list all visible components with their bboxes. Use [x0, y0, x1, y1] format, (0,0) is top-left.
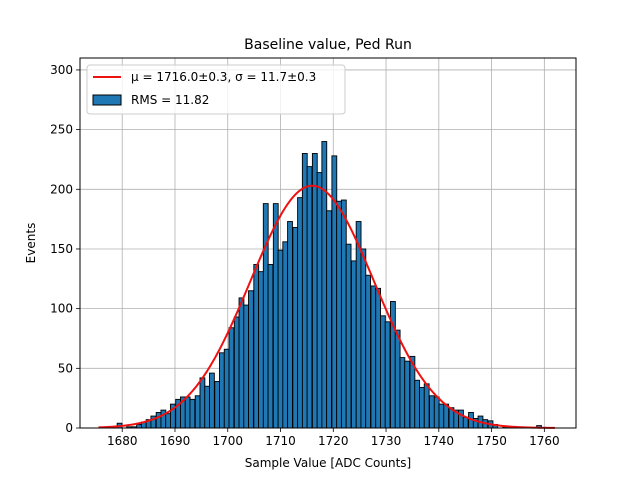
histogram-bar: [423, 383, 430, 429]
plot-frame: [79, 57, 577, 429]
histogram-bar: [375, 287, 382, 429]
histogram-bar: [233, 316, 240, 429]
histogram-bar: [345, 243, 352, 429]
histogram-bar: [360, 248, 367, 429]
x-tick-label: 1720: [318, 434, 349, 448]
histogram-bar: [292, 227, 299, 429]
histogram-bar: [194, 395, 201, 429]
histogram-bar: [394, 329, 401, 429]
y-tick-label: 0: [65, 421, 73, 435]
gaussian-fit-line: [98, 184, 555, 429]
histogram-bar: [399, 357, 406, 429]
histogram-bar: [462, 416, 469, 429]
histogram-bar: [189, 398, 196, 429]
legend-box: [86, 64, 346, 115]
y-axis-ticks: 0 50 100 150 200 250 300: [50, 63, 80, 435]
histogram-bar: [355, 221, 362, 429]
legend: μ = 1716.0±0.3, σ = 11.7±0.3 RMS = 11.82: [86, 64, 346, 115]
histogram-bar: [433, 396, 440, 429]
histogram-bar: [419, 386, 425, 429]
histogram-bar: [238, 297, 245, 429]
histogram-bar: [297, 197, 303, 429]
histogram-bar: [384, 321, 391, 429]
histogram-bar: [223, 348, 230, 429]
x-tick-label: 1730: [371, 434, 402, 448]
histogram-bar: [282, 241, 289, 429]
histogram-bar: [316, 172, 323, 429]
chart-title: Baseline value, Ped Run: [244, 37, 412, 53]
histogram-bar: [306, 166, 313, 429]
histogram-bar: [336, 200, 342, 429]
histogram-bar: [199, 377, 206, 429]
histogram-bar: [301, 153, 308, 429]
histogram-bar: [429, 395, 435, 429]
histogram-bar: [287, 221, 293, 429]
histogram-bar: [272, 203, 279, 429]
histogram-bar: [219, 352, 225, 429]
histogram-bar: [209, 372, 215, 429]
y-axis-label: Events: [24, 223, 38, 264]
histogram-bar: [258, 271, 264, 429]
histogram-bar: [350, 260, 357, 429]
histogram-bar: [277, 249, 284, 429]
y-tick-label: 250: [50, 123, 73, 137]
histogram-bar: [262, 203, 269, 429]
legend-fit-label: μ = 1716.0±0.3, σ = 11.7±0.3: [131, 70, 316, 84]
x-axis-label: Sample Value [ADC Counts]: [245, 456, 411, 470]
histogram-bar: [248, 290, 254, 429]
histogram-bar: [340, 199, 347, 429]
histogram-bar: [155, 412, 162, 429]
y-tick-label: 50: [58, 361, 73, 375]
y-tick-label: 200: [50, 182, 73, 196]
histogram-bar: [228, 327, 235, 429]
histogram-bar: [165, 413, 171, 429]
histogram-bar: [204, 385, 211, 429]
histogram-bar: [438, 403, 445, 429]
histogram-bar: [311, 153, 318, 429]
histogram-bar: [379, 315, 386, 429]
x-tick-label: 1710: [265, 434, 296, 448]
legend-rms-label: RMS = 11.82: [131, 93, 209, 107]
histogram-bar: [404, 360, 411, 429]
legend-bar-swatch: [92, 94, 122, 106]
x-tick-label: 1750: [476, 434, 507, 448]
x-tick-label: 1760: [529, 434, 560, 448]
histogram-bar: [243, 304, 250, 429]
x-axis-ticks: 1680 1690 1700 1710 1720 1730 1740 1750 1760: [107, 428, 560, 448]
x-tick-label: 1680: [107, 434, 138, 448]
histogram-bar: [184, 396, 191, 429]
histogram-bar: [370, 285, 377, 429]
x-tick-label: 1740: [424, 434, 455, 448]
histogram-bar: [321, 141, 328, 429]
histogram-bar: [443, 403, 450, 429]
y-tick-label: 100: [50, 302, 73, 316]
histogram-bar: [267, 264, 274, 429]
x-tick-label: 1700: [212, 434, 243, 448]
histogram-bar: [414, 379, 421, 429]
histogram-bar: [331, 155, 338, 429]
x-tick-label: 1690: [160, 434, 191, 448]
histogram-bar: [326, 210, 332, 429]
histogram-bar: [214, 381, 221, 429]
y-tick-label: 150: [50, 242, 73, 256]
histogram-bar: [365, 274, 371, 429]
histogram-bar: [136, 423, 142, 429]
y-tick-label: 300: [50, 63, 73, 77]
histogram-bar: [253, 264, 260, 429]
